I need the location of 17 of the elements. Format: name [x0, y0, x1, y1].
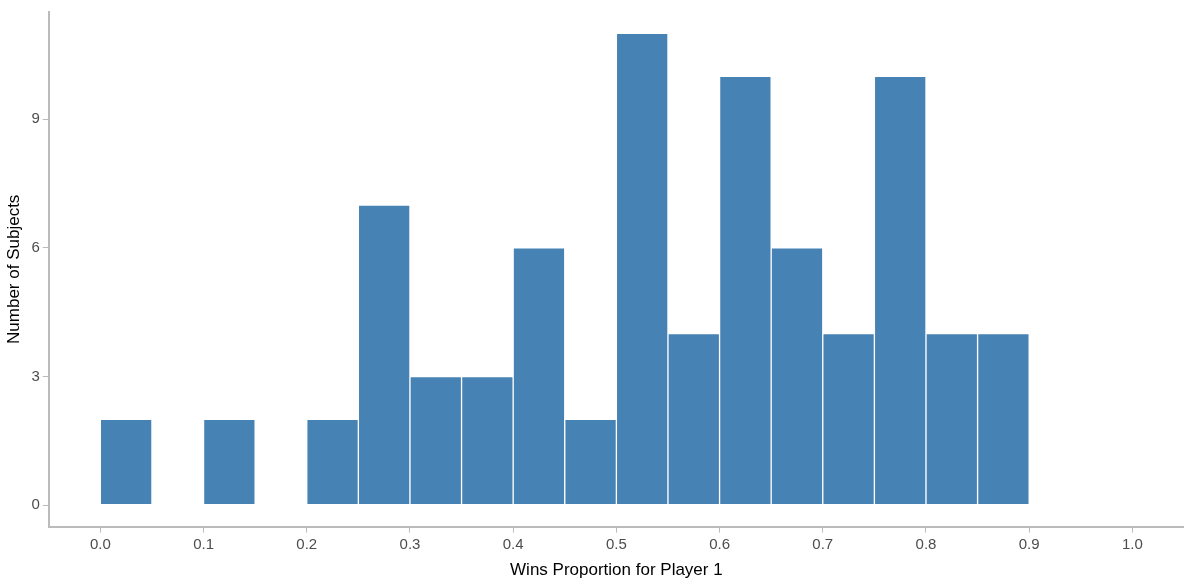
y-tick-label: 0 — [31, 495, 40, 513]
x-tick-label: 0.7 — [812, 534, 834, 552]
x-tick-label: 0.9 — [1018, 534, 1040, 552]
x-axis-title: Wins Proportion for Player 1 — [510, 560, 723, 580]
y-axis-title: Number of Subjects — [3, 194, 23, 344]
x-tick-label: 0.2 — [296, 534, 318, 552]
x-tick-label: 0.6 — [709, 534, 731, 552]
y-tick-label: 3 — [31, 366, 40, 384]
y-tick-label: 6 — [31, 238, 40, 255]
x-tick-label: 0.1 — [193, 534, 214, 552]
y-tick-label: 9 — [31, 109, 40, 127]
x-tick-label: 0.8 — [915, 534, 937, 552]
x-tick-label: 1.0 — [1121, 534, 1143, 552]
x-tick-label: 0.0 — [89, 534, 111, 552]
x-tick-label: 0.3 — [399, 534, 421, 552]
x-tick-label: 0.4 — [502, 534, 524, 552]
x-tick-label: 0.5 — [605, 534, 627, 552]
